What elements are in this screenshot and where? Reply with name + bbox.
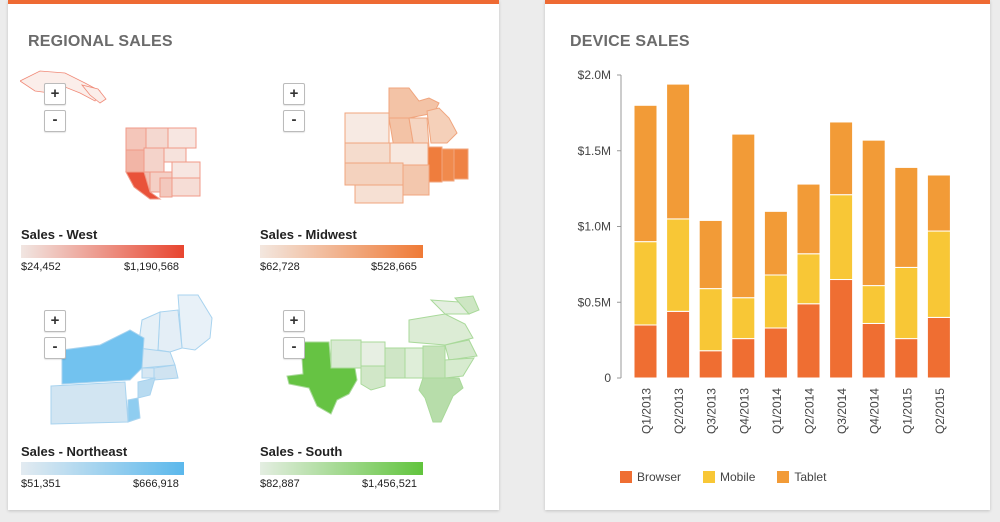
map-midwest: + - Sales - Midwest $62,728 $528,665: [259, 63, 489, 288]
legend-label: Tablet: [794, 470, 827, 484]
regional-sales-title: REGIONAL SALES: [28, 33, 173, 50]
x-tick-label: Q4/2014: [868, 388, 882, 434]
zoom-in-button[interactable]: +: [283, 83, 305, 105]
bar-tablet[interactable]: [796, 183, 821, 255]
bar-mobile[interactable]: [666, 218, 691, 312]
bar-mobile[interactable]: [763, 274, 788, 329]
bar-browser[interactable]: [894, 338, 919, 379]
legend-swatch: [703, 471, 716, 483]
legend-title-south: Sales - South: [260, 444, 343, 459]
legend-item-browser[interactable]: Browser: [620, 470, 681, 484]
x-tick-label: Q1/2013: [640, 388, 654, 434]
legend-label: Mobile: [720, 470, 756, 484]
legend-max-midwest: $528,665: [371, 261, 417, 273]
bar-tablet[interactable]: [763, 210, 788, 276]
panel-accent-bar: [8, 0, 499, 4]
bar-mobile[interactable]: [796, 253, 821, 305]
legend-gradient-northeast: [21, 462, 184, 475]
bar-tablet[interactable]: [894, 166, 919, 268]
bar-tablet[interactable]: [666, 83, 691, 220]
zoom-out-button[interactable]: -: [283, 337, 305, 359]
bar-mobile[interactable]: [829, 194, 854, 281]
zoom-in-button[interactable]: +: [44, 310, 66, 332]
panel-accent-bar: [545, 0, 990, 4]
bar-mobile[interactable]: [731, 297, 756, 340]
y-tick-label: 0: [604, 371, 611, 385]
bar-browser[interactable]: [763, 327, 788, 379]
bar-tablet[interactable]: [633, 104, 658, 243]
legend-title-west: Sales - West: [21, 227, 98, 242]
bar-mobile[interactable]: [894, 266, 919, 340]
legend-min-south: $82,887: [260, 478, 300, 490]
bar-mobile[interactable]: [926, 230, 951, 318]
bar-browser[interactable]: [698, 350, 723, 379]
bar-tablet[interactable]: [829, 121, 854, 196]
legend-gradient-west: [21, 245, 184, 258]
legend-title-midwest: Sales - Midwest: [260, 227, 357, 242]
bar-tablet[interactable]: [926, 174, 951, 232]
bar-browser[interactable]: [926, 316, 951, 379]
south-map[interactable]: [259, 290, 489, 440]
y-tick-label: $2.0M: [578, 68, 611, 82]
legend-item-mobile[interactable]: Mobile: [703, 470, 755, 484]
x-tick-label: Q1/2015: [900, 388, 914, 434]
legend-item-tablet[interactable]: Tablet: [777, 470, 826, 484]
chart-legend: Browser Mobile Tablet: [620, 470, 848, 484]
bar-mobile[interactable]: [633, 241, 658, 326]
zoom-out-button[interactable]: -: [44, 110, 66, 132]
device-sales-chart: 0 $0.5M $1.0M $1.5M $2.0M Q1/2013 Q2/2013 Q3/20…: [578, 68, 951, 434]
northeast-map[interactable]: [20, 290, 250, 440]
x-tick-label: Q3/2014: [835, 388, 849, 434]
zoom-in-button[interactable]: +: [44, 83, 66, 105]
legend-gradient-midwest: [260, 245, 423, 258]
map-west: + - Sales - West $24,452 $1,190,568: [20, 63, 250, 288]
bar-browser[interactable]: [796, 303, 821, 379]
y-tick-label: $1.0M: [578, 220, 611, 234]
legend-max-south: $1,456,521: [362, 478, 418, 490]
x-tick-label: Q1/2014: [770, 388, 784, 434]
x-tick-label: Q2/2013: [672, 388, 686, 434]
bar-browser[interactable]: [861, 322, 886, 379]
west-map[interactable]: [20, 63, 250, 213]
device-sales-title: DEVICE SALES: [570, 33, 690, 50]
y-tick-label: $1.5M: [578, 144, 611, 158]
x-tick-label: Q3/2013: [705, 388, 719, 434]
bar-browser[interactable]: [731, 338, 756, 379]
y-tick-label: $0.5M: [578, 295, 611, 309]
legend-title-northeast: Sales - Northeast: [21, 444, 128, 459]
bar-mobile[interactable]: [698, 288, 723, 352]
x-tick-label: Q4/2013: [737, 388, 751, 434]
legend-min-west: $24,452: [21, 261, 61, 273]
bar-tablet[interactable]: [731, 133, 756, 299]
midwest-map[interactable]: [259, 63, 489, 213]
bar-browser[interactable]: [829, 279, 854, 379]
legend-swatch: [620, 471, 632, 483]
regional-sales-panel: REGIONAL SALES + -: [8, 0, 499, 510]
device-sales-panel: DEVICE SALES 0 $0.5M $1.0M $1.5M $2.0M Q1/201…: [545, 0, 990, 510]
bar-browser[interactable]: [666, 310, 691, 379]
legend-swatch: [777, 471, 790, 483]
x-tick-label: Q2/2014: [803, 388, 817, 434]
bar-mobile[interactable]: [861, 285, 886, 324]
bar-browser[interactable]: [633, 324, 658, 379]
legend-min-northeast: $51,351: [21, 478, 61, 490]
map-south: + - Sales - South $82,887 $1,456,521: [259, 290, 489, 515]
zoom-out-button[interactable]: -: [44, 337, 66, 359]
zoom-in-button[interactable]: +: [283, 310, 305, 332]
zoom-out-button[interactable]: -: [283, 110, 305, 132]
x-tick-label: Q2/2015: [933, 388, 947, 434]
legend-max-northeast: $666,918: [133, 478, 179, 490]
bar-tablet[interactable]: [861, 139, 886, 287]
legend-label: Browser: [637, 470, 682, 484]
legend-gradient-south: [260, 462, 423, 475]
map-northeast: + - Sales - Northeast $51,351 $666,918: [20, 290, 250, 515]
legend-max-west: $1,190,568: [124, 261, 180, 273]
bar-tablet[interactable]: [698, 219, 723, 290]
legend-min-midwest: $62,728: [260, 261, 300, 273]
